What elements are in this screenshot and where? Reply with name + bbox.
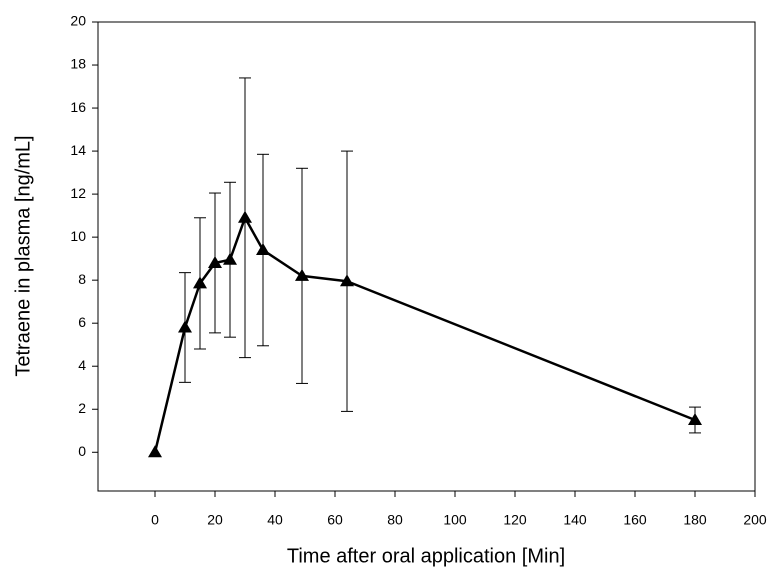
- y-tick-label: 0: [78, 443, 86, 459]
- y-tick-label: 20: [70, 13, 86, 29]
- y-tick-label: 16: [70, 99, 86, 115]
- y-tick-label: 10: [70, 228, 86, 244]
- x-tick-label: 120: [503, 512, 527, 528]
- x-tick-label: 60: [327, 512, 343, 528]
- x-tick-label: 200: [743, 512, 767, 528]
- x-tick-label: 40: [267, 512, 283, 528]
- marker: [238, 210, 252, 223]
- x-axis-title: Time after oral application [Min]: [287, 545, 565, 567]
- y-axis-title: Tetraene in plasma [ng/mL]: [12, 135, 34, 376]
- y-tick-label: 4: [78, 357, 86, 373]
- x-tick-label: 80: [387, 512, 403, 528]
- marker: [295, 268, 309, 281]
- marker: [340, 274, 354, 287]
- marker: [256, 243, 270, 256]
- marker: [688, 413, 702, 426]
- x-tick-label: 0: [151, 512, 159, 528]
- x-tick-label: 180: [683, 512, 707, 528]
- x-tick-label: 160: [623, 512, 647, 528]
- y-tick-label: 6: [78, 314, 86, 330]
- plot-frame: [97, 21, 756, 492]
- x-tick-label: 140: [563, 512, 587, 528]
- y-tick-label: 8: [78, 271, 86, 287]
- marker: [193, 276, 207, 289]
- y-tick-label: 12: [70, 185, 86, 201]
- x-tick-label: 100: [443, 512, 467, 528]
- marker: [223, 252, 237, 265]
- data-line: [153, 216, 696, 453]
- marker: [148, 445, 162, 458]
- marker: [208, 255, 222, 268]
- marker: [178, 320, 192, 333]
- y-tick-label: 14: [70, 142, 86, 158]
- y-tick-label: 2: [78, 400, 86, 416]
- x-tick-label: 20: [207, 512, 223, 528]
- y-tick-label: 18: [70, 56, 86, 72]
